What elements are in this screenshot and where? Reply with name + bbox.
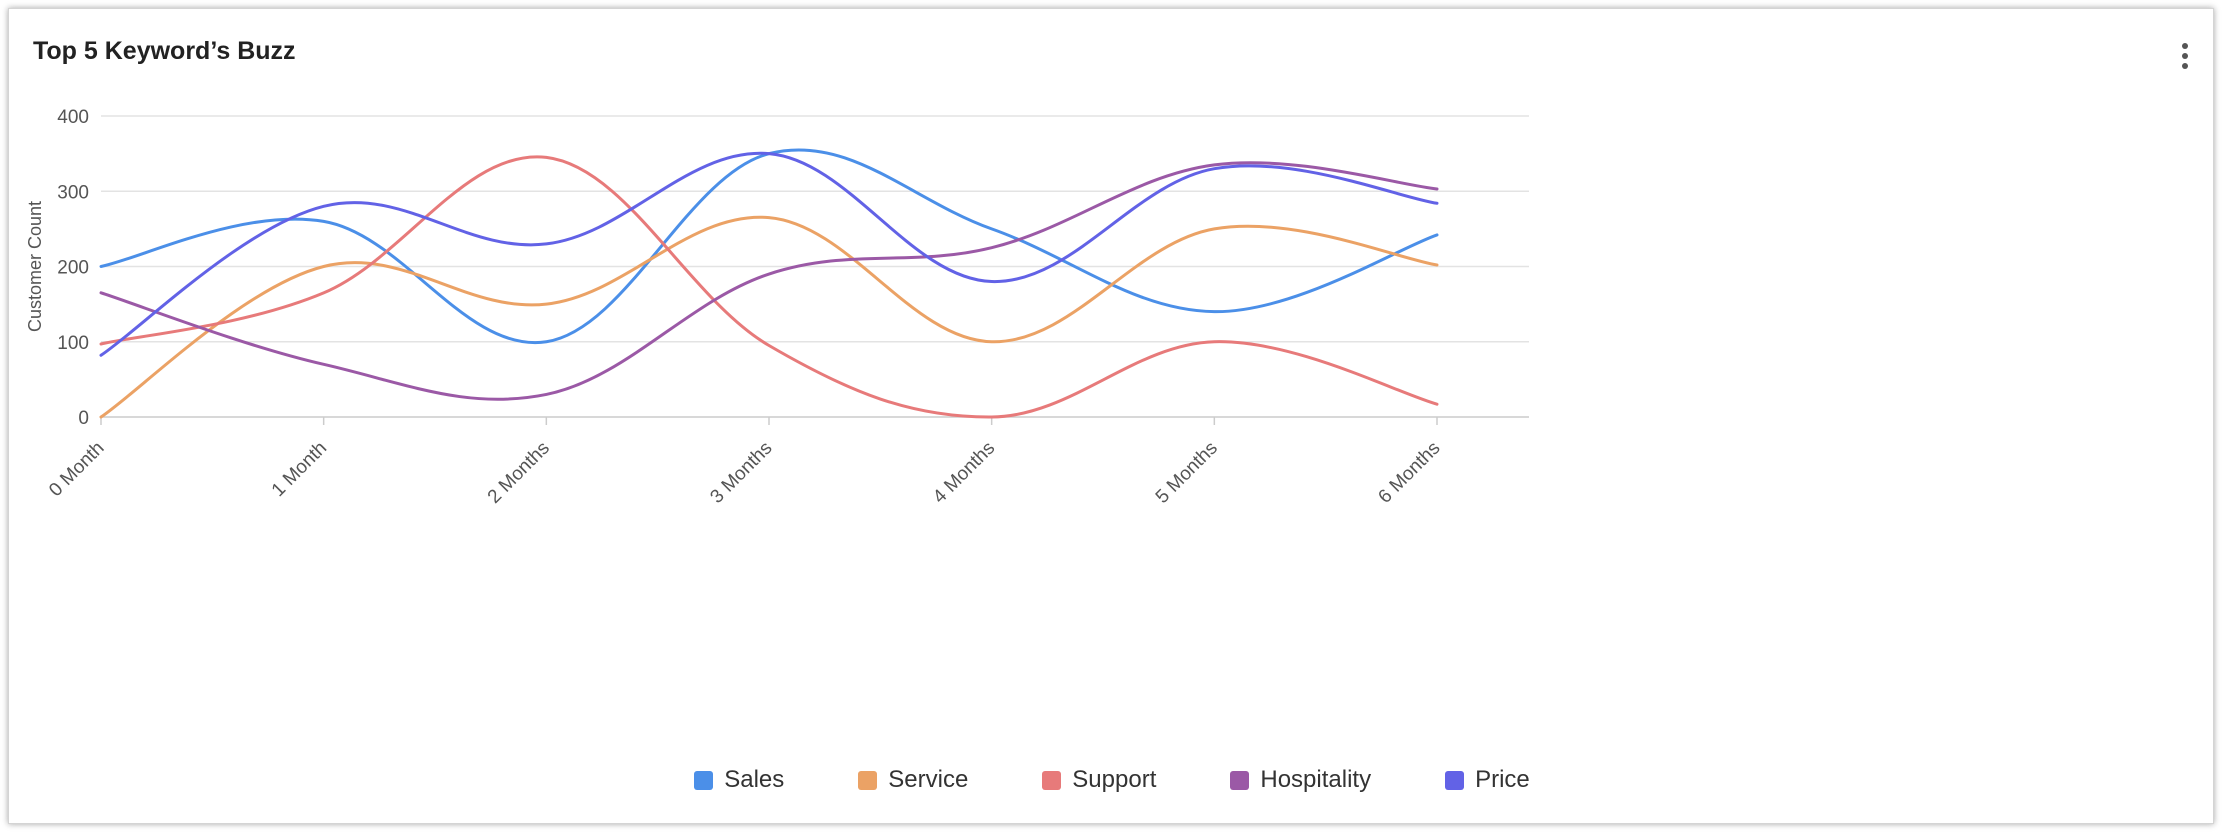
menu-dot [2182, 53, 2188, 59]
x-tick-label: 3 Months [706, 438, 776, 508]
legend-item-support[interactable]: Support [1042, 766, 1156, 794]
menu-dot [2182, 43, 2188, 49]
x-tick-label: 4 Months [929, 438, 999, 508]
legend-label: Hospitality [1260, 766, 1372, 793]
chart-legend: Sales Service Support Hospitality Price [9, 766, 2215, 794]
line-chart: 0 100 200 300 400 0 Month 1 Month 2 Months 3 Mo… [25, 107, 1529, 508]
legend-item-service[interactable]: Service [858, 766, 968, 794]
legend-item-price[interactable]: Price [1445, 766, 1530, 794]
y-tick-label: 400 [57, 107, 89, 128]
legend-item-hospitality[interactable]: Hospitality [1230, 766, 1371, 794]
series-line-hospitality [99, 161, 1439, 401]
menu-dot [2182, 63, 2188, 69]
legend-item-sales[interactable]: Sales [694, 766, 784, 794]
y-axis-title: Customer Count [25, 201, 45, 332]
series-line-sales [99, 148, 1439, 345]
x-tick-label: 1 Month [268, 438, 331, 501]
chart-title: Top 5 Keyword’s Buzz [33, 37, 296, 65]
y-tick-label: 100 [57, 333, 89, 354]
y-axis-ticks: 0 100 200 300 400 [57, 107, 89, 429]
x-tick-label: 2 Months [484, 438, 554, 508]
legend-swatch [694, 770, 714, 790]
x-tick-label: 6 Months [1374, 438, 1444, 508]
legend-swatch [1445, 770, 1465, 790]
chart-card: Top 5 Keyword’s Buzz 0 100 200 300 400 0 Mon… [8, 8, 2214, 824]
more-vertical-icon[interactable] [2177, 41, 2193, 75]
series-line-support [99, 155, 1439, 419]
y-tick-label: 0 [78, 408, 89, 429]
legend-label: Price [1475, 766, 1530, 793]
legend-swatch [1042, 770, 1062, 790]
legend-swatch [858, 770, 878, 790]
x-tick-label: 0 Month [45, 438, 108, 501]
y-tick-label: 300 [57, 182, 89, 203]
legend-label: Service [888, 766, 969, 793]
legend-label: Sales [724, 766, 785, 793]
y-tick-label: 200 [57, 258, 89, 279]
gridlines [101, 115, 1529, 343]
series-line-service [99, 215, 1439, 419]
x-axis-ticks: 0 Month 1 Month 2 Months 3 Months 4 Months 5 … [45, 417, 1445, 508]
series-lines [99, 148, 1439, 419]
legend-swatch [1230, 770, 1250, 790]
legend-label: Support [1072, 766, 1157, 793]
x-tick-label: 5 Months [1152, 438, 1222, 508]
series-line-price [99, 151, 1439, 357]
